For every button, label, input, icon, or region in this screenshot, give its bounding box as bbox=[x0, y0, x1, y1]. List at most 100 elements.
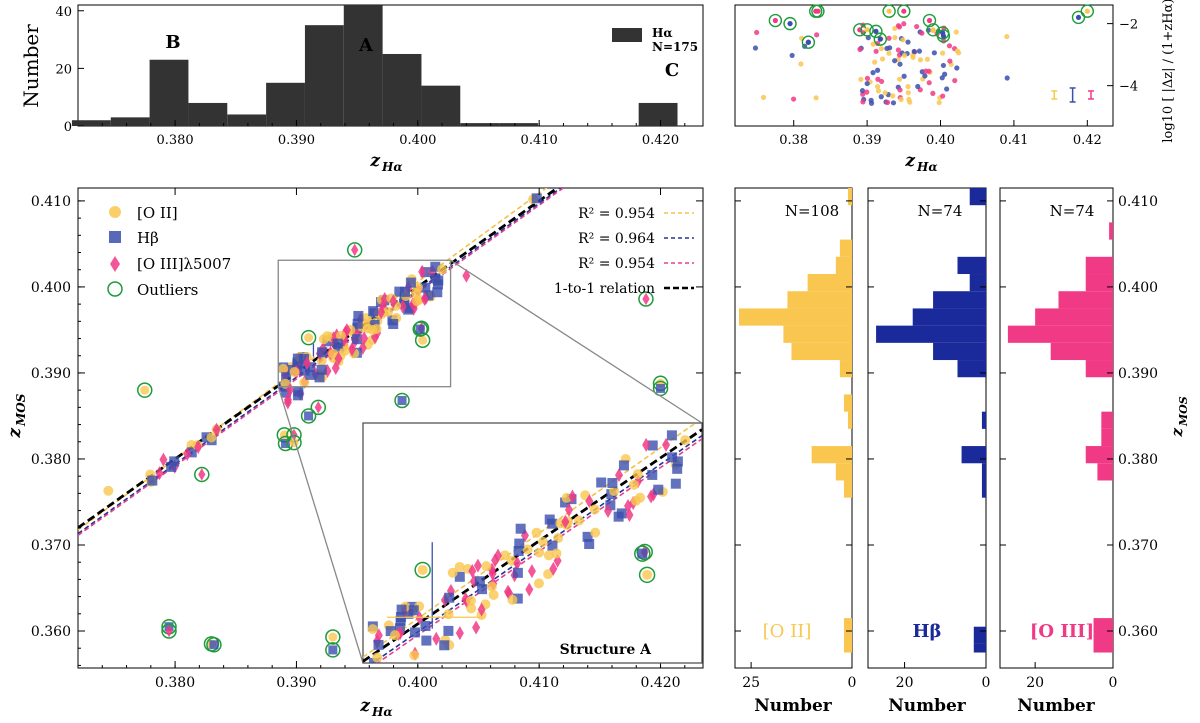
oiii-point bbox=[314, 401, 322, 414]
legend-oii-label: [O II] bbox=[137, 204, 178, 222]
oii-point bbox=[590, 527, 601, 538]
x-tick-label: 0.39 bbox=[853, 133, 882, 148]
dz-point bbox=[875, 67, 881, 73]
oiii-point bbox=[503, 584, 512, 599]
hb-point bbox=[408, 605, 419, 616]
dz-scatter: 0.38 0.39 0.40 0.41 0.42 −2 −4 bbox=[752, 4, 1138, 148]
hb-point bbox=[582, 531, 593, 542]
oii-point bbox=[206, 432, 217, 443]
dz-outlier-point bbox=[940, 33, 947, 39]
hb-point bbox=[547, 540, 558, 551]
x-tick-label: 0.380 bbox=[155, 675, 195, 691]
histogram-bar bbox=[71, 120, 111, 126]
dz-outlier-ring bbox=[1080, 4, 1095, 18]
dz-point bbox=[857, 46, 863, 52]
inset-fit-line bbox=[363, 423, 697, 658]
hb-point bbox=[420, 282, 431, 293]
oii-point bbox=[103, 485, 114, 496]
fit-hb-label: R² = 0.964 bbox=[578, 231, 655, 247]
dz-outlier-point bbox=[1075, 14, 1082, 21]
oii-point bbox=[543, 550, 554, 561]
inset-outlier-ring bbox=[634, 545, 651, 562]
oii-point bbox=[466, 603, 477, 614]
outlier-ring bbox=[412, 321, 428, 337]
dz-point bbox=[1004, 75, 1010, 81]
hb-line-label: Hβ bbox=[913, 621, 942, 642]
dz-point bbox=[895, 47, 901, 53]
oii-point bbox=[680, 435, 691, 446]
hb-point bbox=[316, 364, 327, 375]
hb-point bbox=[531, 193, 542, 204]
side-hist-bar bbox=[1085, 274, 1113, 292]
dz-point bbox=[954, 65, 960, 71]
histogram-bar bbox=[110, 117, 150, 126]
side-hist-bar bbox=[835, 463, 852, 481]
side-hist-bar bbox=[1097, 463, 1113, 481]
dz-outlier-point bbox=[815, 8, 821, 14]
oii-point bbox=[609, 486, 620, 497]
side-hist-bar bbox=[876, 325, 986, 343]
right-ylabel: z bbox=[1168, 428, 1186, 438]
oiii-point bbox=[212, 422, 221, 437]
dz-outlier-ring bbox=[783, 16, 797, 31]
legend-oiii-label: [O III]λ5007 bbox=[137, 255, 231, 273]
oii-point bbox=[531, 527, 542, 538]
x-tick-label: 0.410 bbox=[521, 133, 558, 148]
hb-point bbox=[443, 625, 454, 636]
dz-point bbox=[931, 50, 937, 56]
inset-label: Structure A bbox=[560, 642, 652, 658]
hb-count: N=74 bbox=[918, 202, 963, 220]
oiii-point bbox=[624, 499, 633, 514]
annotation-a: A bbox=[358, 35, 374, 56]
dz-point bbox=[859, 88, 866, 94]
histogram-bar bbox=[343, 5, 383, 126]
side-histograms: 25 0 20 0 20 0 bbox=[735, 188, 1117, 691]
hb-point bbox=[656, 383, 666, 393]
hb-point bbox=[477, 584, 488, 595]
zoom-connector bbox=[277, 386, 364, 664]
right-ylabel-group: z MOS bbox=[1168, 396, 1190, 437]
dz-outlier-ring bbox=[801, 35, 816, 49]
hb-point bbox=[666, 430, 677, 441]
x-tick-label: 0.42 bbox=[1073, 133, 1102, 148]
dz-point bbox=[878, 45, 884, 52]
oii-count: N=108 bbox=[785, 202, 839, 220]
dz-point bbox=[790, 96, 797, 102]
oiii-point bbox=[604, 503, 613, 518]
legend-hb-marker bbox=[109, 231, 121, 243]
legend-outlier-marker bbox=[107, 281, 123, 297]
dz-point bbox=[884, 45, 890, 52]
dz-point bbox=[1004, 33, 1010, 40]
dz-point bbox=[915, 83, 921, 90]
hb-point bbox=[474, 576, 485, 587]
oii-point bbox=[140, 385, 150, 395]
hb-point bbox=[280, 387, 291, 398]
dz-point bbox=[905, 90, 911, 96]
oii-point bbox=[437, 264, 448, 275]
main-xlabel-sub: Hα bbox=[371, 705, 393, 719]
hb-point bbox=[432, 287, 443, 298]
dz-outlier-point bbox=[901, 8, 907, 14]
top-legend-swatch bbox=[612, 28, 642, 42]
hb-point bbox=[281, 372, 292, 383]
oii-point bbox=[410, 287, 421, 298]
oii-point bbox=[642, 569, 653, 580]
hb-point bbox=[439, 640, 450, 651]
main-xlabel: z bbox=[359, 696, 370, 716]
hb-point bbox=[388, 319, 399, 330]
dz-point bbox=[870, 41, 876, 47]
hb-point bbox=[304, 411, 314, 421]
hb-point bbox=[292, 353, 303, 364]
dz-point bbox=[895, 23, 902, 29]
histogram-bar bbox=[188, 102, 228, 126]
side-hist-bar bbox=[1085, 256, 1113, 275]
dz-outlier-ring bbox=[922, 13, 937, 28]
dz-point bbox=[875, 88, 882, 94]
side-hist-bar bbox=[969, 274, 986, 292]
hb-point bbox=[147, 475, 158, 486]
side-hist-bar bbox=[839, 360, 852, 378]
y-tick-label: 0.390 bbox=[31, 366, 71, 382]
hb-point bbox=[396, 604, 407, 615]
x-tick-label: 0.410 bbox=[519, 675, 559, 691]
side-hist-bar bbox=[957, 256, 986, 275]
